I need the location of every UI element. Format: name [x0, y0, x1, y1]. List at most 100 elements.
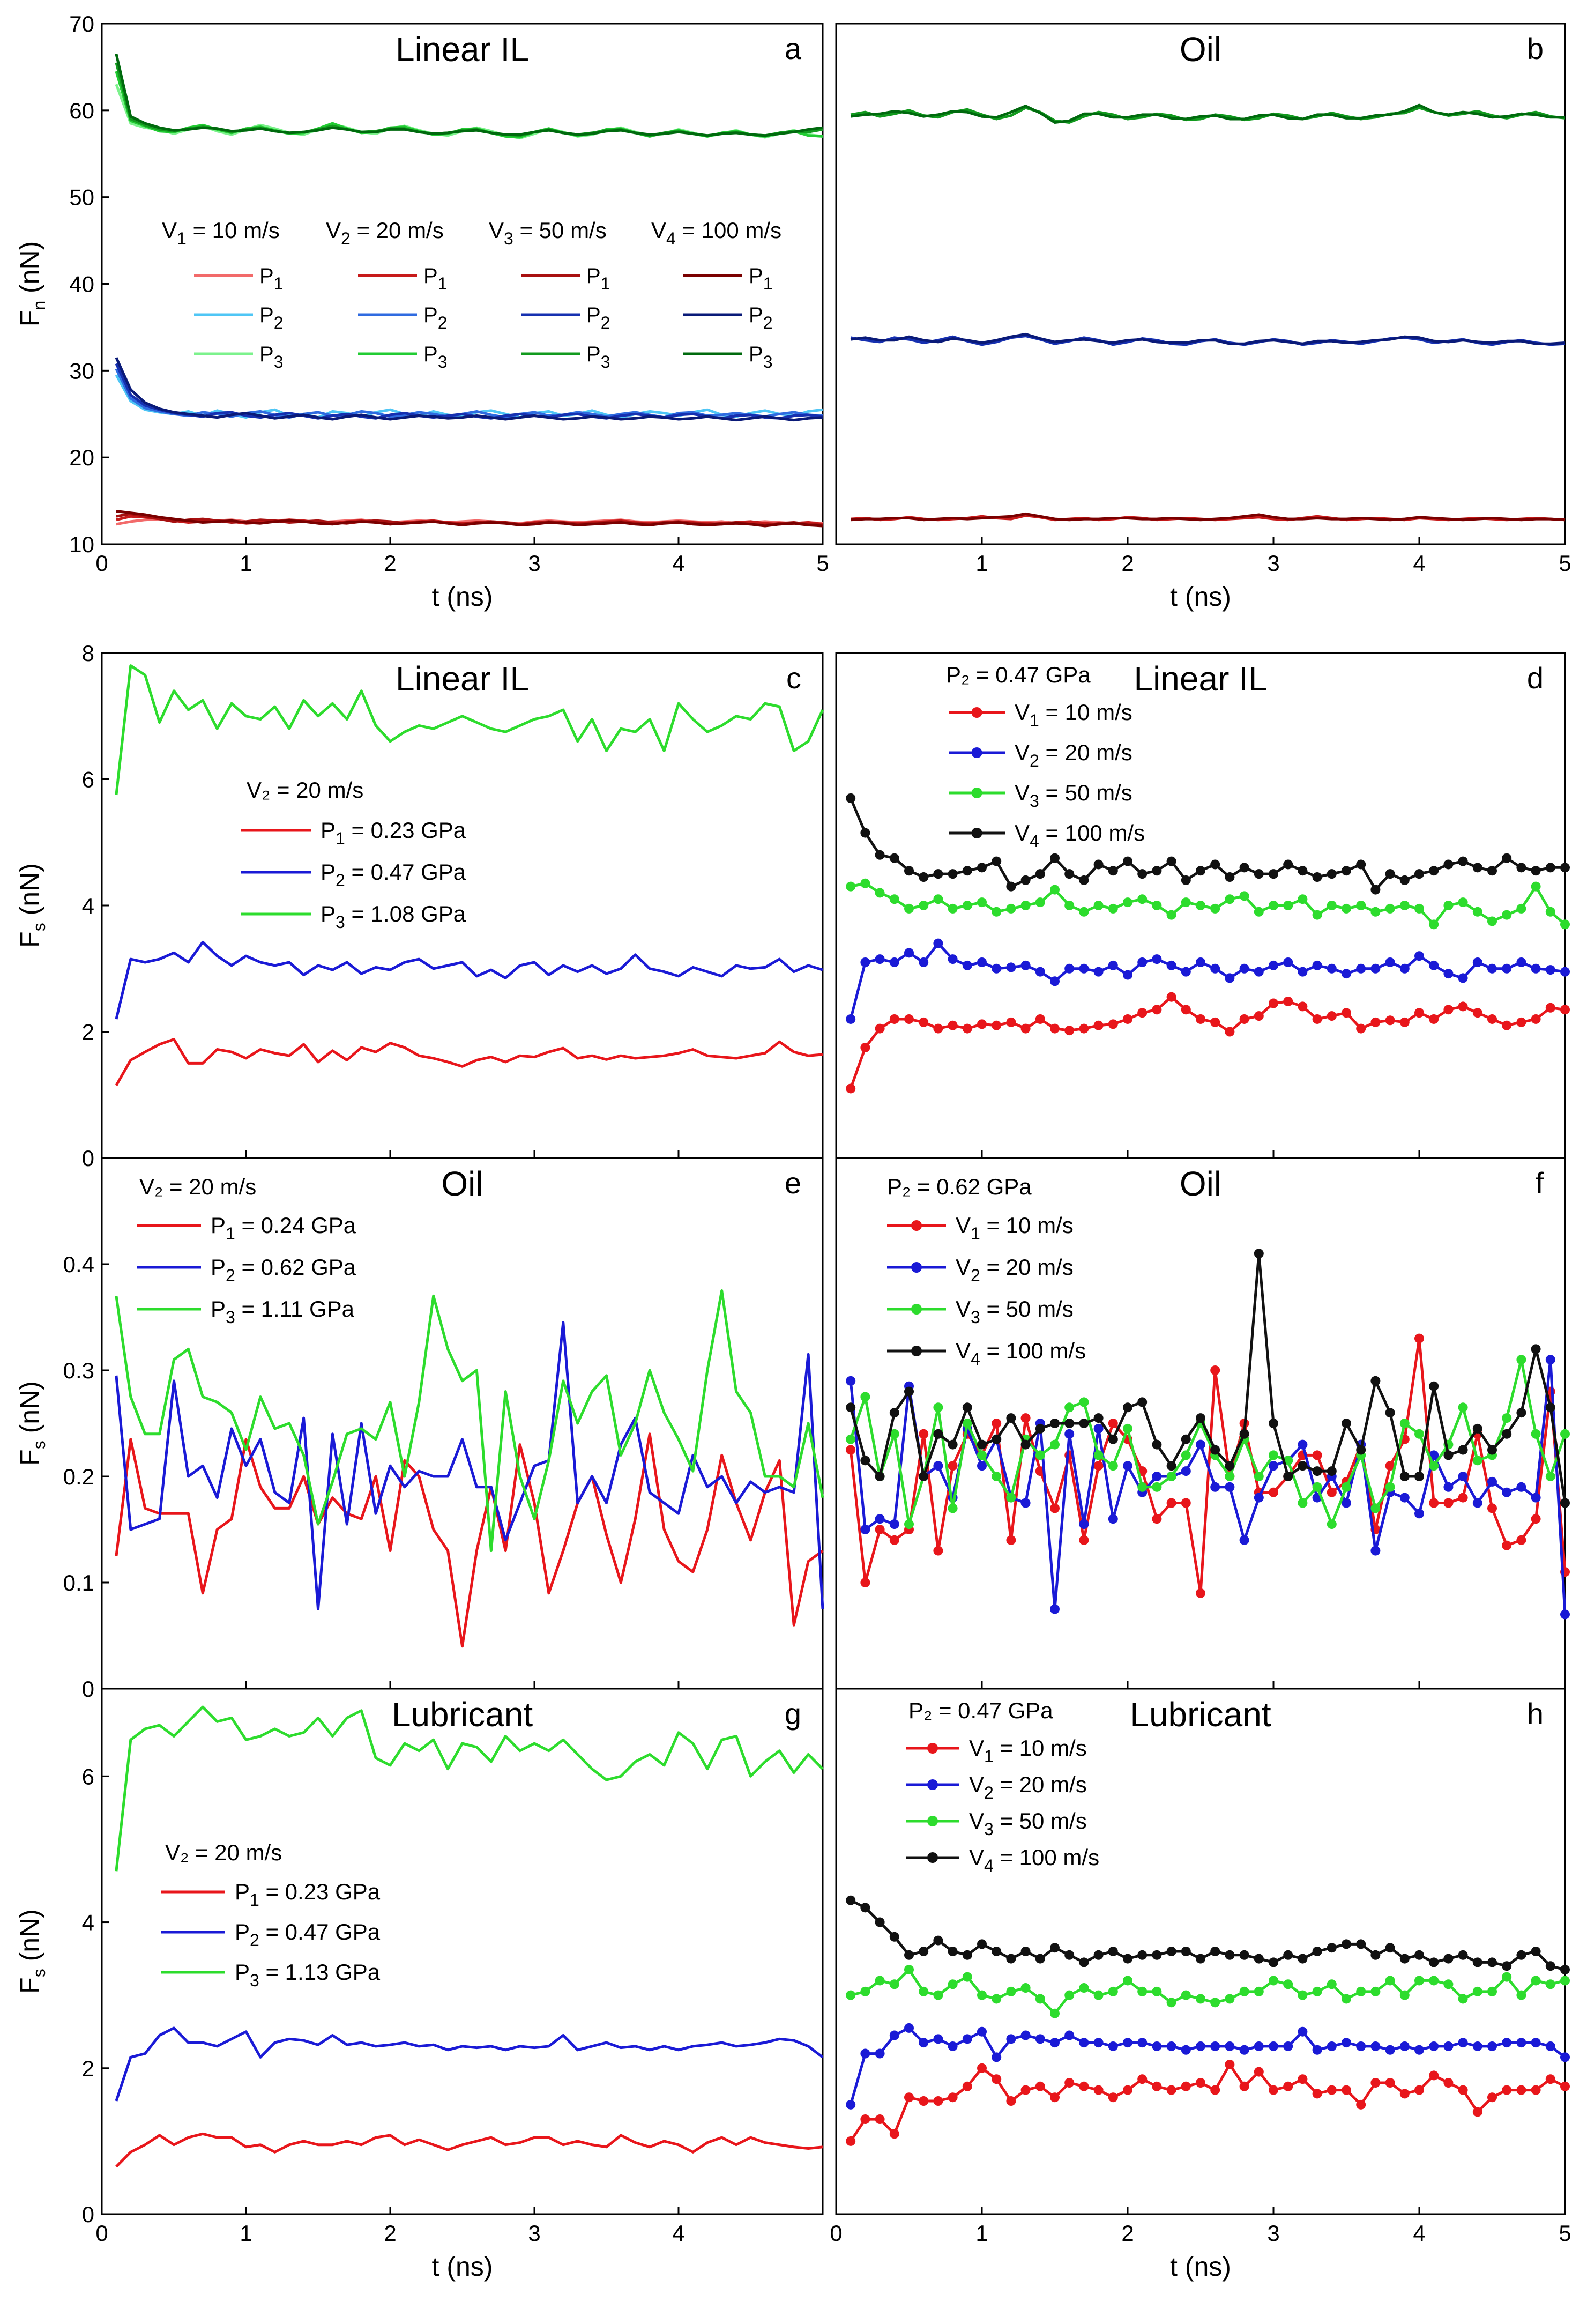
- data-point: [1443, 1498, 1454, 1508]
- data-point: [1487, 963, 1497, 974]
- data-point: [1166, 2085, 1176, 2095]
- data-point: [1298, 1001, 1308, 1012]
- series-v4-100-m-s: [846, 793, 1570, 895]
- series-line: [115, 664, 824, 796]
- data-point: [1327, 1979, 1337, 1989]
- data-point: [1385, 1482, 1395, 1492]
- data-point: [1429, 960, 1439, 970]
- data-point: [1093, 1450, 1104, 1460]
- legend-label: P1: [259, 264, 283, 293]
- data-point: [1166, 1998, 1176, 2008]
- data-point: [1239, 1429, 1249, 1439]
- data-point: [1079, 2038, 1089, 2048]
- data-point: [1283, 957, 1293, 967]
- legend-label: V1 = 10 m/s: [956, 1213, 1074, 1243]
- series-v2-20-m-s: [846, 2023, 1570, 2110]
- series-line: [849, 1358, 1567, 1615]
- data-point: [1239, 2081, 1249, 2091]
- data-point: [1123, 2038, 1132, 2048]
- data-point: [1298, 866, 1308, 876]
- data-point: [1035, 1994, 1045, 2004]
- legend: P₂ = 0.62 GPa V1 = 10 m/s V2 = 20 m/s V3 = …: [887, 1174, 1086, 1369]
- data-point: [1399, 1419, 1410, 1428]
- data-point: [875, 1023, 885, 1034]
- data-point: [1443, 859, 1454, 870]
- data-point: [1399, 875, 1410, 885]
- plot-frame: [101, 1688, 824, 2215]
- data-point: [1064, 2030, 1075, 2040]
- data-point: [1429, 2041, 1439, 2051]
- data-point: [1123, 1976, 1132, 1986]
- legend-marker: [971, 828, 982, 838]
- data-point: [875, 850, 885, 860]
- data-point: [1370, 1546, 1381, 1556]
- data-point: [1356, 901, 1366, 910]
- data-point: [889, 853, 899, 863]
- y-axis-label: Fs (nN): [14, 1909, 49, 1994]
- data-point: [1414, 1472, 1424, 1481]
- data-point: [1137, 1008, 1148, 1018]
- series-line: [851, 512, 1566, 522]
- panel-f: Oil f P₂ = 0.62 GPa V1 = 10 m/s V2 = 20 m/s V…: [835, 1157, 1570, 1690]
- data-point: [977, 897, 987, 908]
- x-tick-label: 3: [1267, 551, 1279, 576]
- data-point: [1166, 960, 1176, 970]
- data-point: [1429, 1461, 1439, 1471]
- data-point: [1531, 2038, 1541, 2048]
- data-point: [889, 2129, 899, 2139]
- x-tick-label: 3: [528, 2221, 540, 2246]
- data-point: [1516, 863, 1526, 873]
- data-point: [1458, 1493, 1468, 1503]
- data-point: [1166, 992, 1176, 1002]
- data-point: [1254, 2041, 1264, 2051]
- data-point: [904, 2023, 914, 2033]
- data-point: [1020, 1023, 1031, 1034]
- data-point: [1560, 919, 1570, 930]
- series-p1-v4: [116, 510, 823, 528]
- data-point: [889, 1429, 899, 1439]
- data-point: [948, 1947, 958, 1956]
- series-line: [115, 2026, 824, 2102]
- legend: V₂ = 20 m/s P1 = 0.23 GPa P2 = 0.47 GPa P3 …: [241, 777, 466, 932]
- x-tick-label: 4: [672, 551, 684, 576]
- data-point: [1093, 1950, 1104, 1960]
- data-point: [977, 1461, 987, 1471]
- data-point: [1472, 1456, 1482, 1466]
- data-point: [1181, 2081, 1191, 2091]
- x-tick-label: 2: [1121, 2221, 1134, 2246]
- data-point: [1342, 1482, 1351, 1492]
- data-point: [1181, 1947, 1191, 1956]
- data-point: [1429, 1957, 1439, 1967]
- data-point: [1560, 967, 1570, 977]
- data-point: [1429, 1014, 1439, 1024]
- data-point: [962, 1402, 972, 1413]
- data-point: [1020, 901, 1031, 910]
- data-point: [962, 960, 972, 970]
- data-point: [1385, 1976, 1395, 1986]
- data-point: [1152, 1986, 1162, 1996]
- series-p1-0-23-gpa: [115, 2132, 823, 2168]
- x-tick-label: 3: [1267, 2221, 1279, 2246]
- data-point: [1399, 1990, 1410, 2000]
- data-point: [1079, 1957, 1089, 1967]
- legend: V₂ = 20 m/s P1 = 0.24 GPa P2 = 0.62 GPa P3 …: [137, 1174, 356, 1327]
- y-tick-label: 6: [82, 767, 94, 792]
- legend-label: P1 = 0.23 GPa: [235, 1879, 381, 1910]
- data-point: [889, 1932, 899, 1942]
- data-point: [1516, 1355, 1526, 1365]
- data-point: [1414, 1976, 1424, 1986]
- data-point: [992, 856, 1002, 866]
- data-point: [1516, 1017, 1526, 1027]
- data-point: [1196, 957, 1205, 967]
- panel-title: Linear IL: [396, 30, 529, 69]
- x-tick-label: 4: [1413, 2221, 1425, 2246]
- data-point: [1006, 1986, 1016, 1996]
- data-point: [1443, 2078, 1454, 2088]
- data-point: [1239, 1535, 1249, 1545]
- data-point: [1050, 1439, 1060, 1450]
- data-point: [1035, 1450, 1045, 1460]
- data-point: [1225, 1994, 1235, 2004]
- data-point: [1414, 869, 1424, 879]
- data-point: [1006, 2096, 1016, 2106]
- data-point: [1458, 973, 1468, 983]
